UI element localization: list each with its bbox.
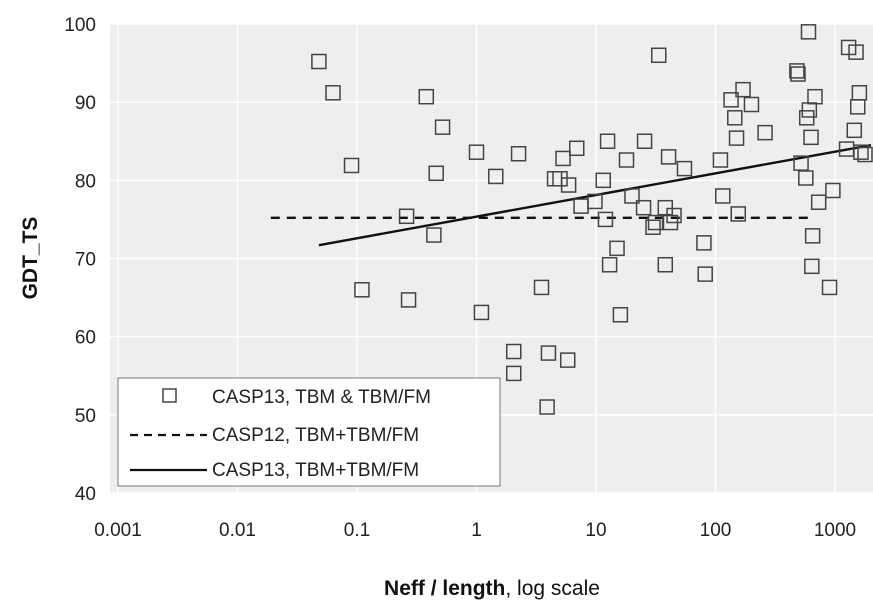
- data-point: [657, 199, 674, 216]
- data-point: [398, 208, 415, 225]
- x-tick-label: 0.001: [94, 520, 142, 541]
- x-tick-label: 100: [700, 520, 732, 541]
- data-point: [697, 266, 713, 282]
- data-point: [468, 144, 485, 160]
- x-axis-label-bold: Neff / length: [384, 577, 505, 600]
- data-point: [846, 122, 863, 139]
- data-point: [533, 279, 550, 296]
- data-point: [325, 85, 341, 101]
- data-point: [789, 63, 805, 79]
- y-tick-label: 90: [75, 93, 96, 114]
- y-tick-labels: 40 50 60 70 80 90 100: [64, 15, 96, 505]
- data-point: [636, 133, 653, 149]
- data-point: [660, 149, 677, 165]
- data-point: [676, 160, 693, 177]
- data-point: [506, 343, 522, 360]
- data-point: [609, 240, 625, 257]
- legend-label-casp13-points: CASP13, TBM & TBM/FM: [212, 387, 431, 408]
- data-point: [798, 110, 815, 126]
- data-point: [587, 193, 603, 210]
- data-point: [800, 24, 817, 40]
- data-point: [597, 211, 614, 228]
- data-point: [354, 282, 370, 298]
- data-point: [624, 188, 640, 204]
- data-point: [568, 140, 585, 157]
- x-axis-label-suffix: , log scale: [505, 577, 600, 600]
- data-point: [666, 207, 682, 224]
- data-point: [426, 227, 442, 243]
- x-tick-label: 1000: [814, 520, 856, 541]
- data-point: [715, 188, 731, 204]
- data-point: [803, 129, 819, 146]
- x-tick-label: 1: [471, 520, 482, 541]
- y-axis-label: GDT_TS: [19, 217, 42, 300]
- x-tick-label: 0.01: [219, 520, 256, 541]
- data-point: [540, 345, 557, 361]
- data-point: [635, 199, 652, 216]
- data-point: [696, 235, 712, 251]
- data-point: [848, 44, 864, 60]
- data-point: [311, 53, 327, 70]
- data-point: [712, 152, 729, 168]
- data-point: [757, 124, 773, 141]
- data-point: [807, 88, 823, 105]
- legend: CASP13, TBM & TBM/FM CASP12, TBM+TBM/FM …: [117, 377, 501, 487]
- x-axis-label: Neff / length, log scale: [384, 577, 600, 600]
- data-point: [510, 146, 527, 162]
- data-point: [434, 119, 451, 135]
- data-point: [810, 194, 827, 210]
- data-point: [488, 168, 504, 185]
- data-point: [657, 257, 674, 273]
- data-point: [595, 172, 612, 189]
- data-point: [560, 177, 577, 193]
- legend-square-marker: [162, 388, 177, 403]
- data-point: [804, 258, 820, 275]
- data-point: [730, 206, 746, 222]
- y-tick-label: 60: [75, 328, 96, 349]
- data-point: [601, 257, 618, 273]
- scatter-points: [311, 24, 873, 415]
- data-point: [735, 81, 751, 98]
- x-tick-label: 10: [585, 520, 606, 541]
- data-point: [645, 219, 661, 235]
- x-tick-labels: 0.001 0.01 0.1 1 10 100 1000: [94, 520, 856, 541]
- data-point: [728, 130, 745, 146]
- x-tick-label: 0.1: [344, 520, 370, 541]
- data-point: [618, 152, 635, 168]
- data-point: [599, 133, 616, 149]
- data-point: [825, 182, 841, 199]
- legend-box: [117, 377, 501, 487]
- y-tick-label: 50: [75, 406, 96, 427]
- data-point: [804, 228, 821, 244]
- data-point: [647, 214, 664, 231]
- legend-label-casp13-line: CASP13, TBM+TBM/FM: [212, 460, 419, 481]
- data-point: [400, 292, 417, 308]
- data-point: [793, 155, 809, 171]
- legend-label-casp12-line: CASP12, TBM+TBM/FM: [212, 425, 419, 446]
- data-point: [555, 150, 571, 167]
- y-tick-label: 70: [75, 250, 96, 271]
- data-point: [539, 399, 555, 415]
- y-tick-label: 40: [75, 484, 96, 505]
- data-point: [506, 365, 522, 382]
- data-point: [559, 352, 576, 368]
- data-point: [612, 307, 629, 323]
- y-tick-label: 80: [75, 171, 96, 192]
- data-point: [418, 88, 435, 105]
- y-tick-label: 100: [64, 15, 96, 36]
- data-point: [650, 47, 667, 64]
- data-point: [428, 165, 444, 182]
- data-point: [821, 279, 838, 296]
- data-point: [853, 144, 869, 160]
- data-point: [473, 304, 490, 321]
- data-point: [798, 170, 814, 186]
- data-point: [727, 110, 743, 126]
- data-point: [857, 146, 873, 163]
- data-point: [343, 157, 360, 174]
- data-point: [743, 96, 760, 113]
- data-point: [723, 92, 739, 108]
- data-point: [790, 66, 806, 82]
- data-point: [851, 85, 868, 101]
